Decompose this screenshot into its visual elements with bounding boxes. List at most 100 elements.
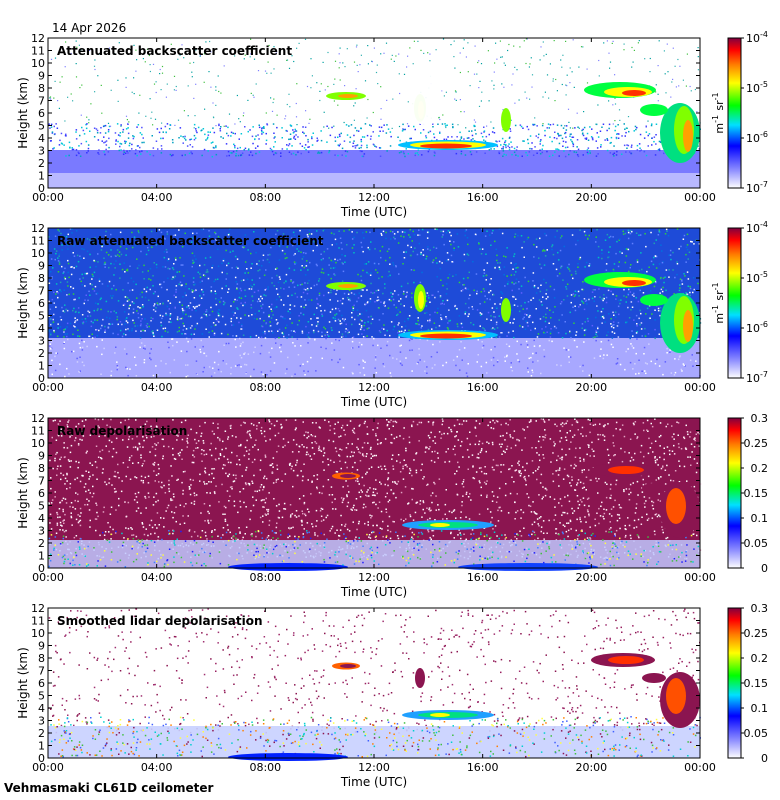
noise-pixel <box>296 124 298 126</box>
noise-pixel <box>486 298 488 300</box>
noise-pixel <box>311 75 313 77</box>
noise-pixel <box>659 141 662 144</box>
noise-pixel <box>331 329 333 331</box>
noise-pixel <box>258 260 260 262</box>
x-tick-label: 04:00 <box>141 191 173 204</box>
noise-pixel <box>503 322 505 324</box>
noise-pixel <box>265 294 267 297</box>
noise-pixel <box>365 494 367 496</box>
noise-pixel <box>192 259 194 262</box>
noise-pixel <box>108 439 111 442</box>
noise-pixel <box>328 257 330 259</box>
noise-pixel <box>215 297 217 300</box>
noise-pixel <box>323 326 325 329</box>
noise-pixel <box>64 66 66 68</box>
noise-pixel <box>161 122 163 124</box>
noise-pixel <box>689 285 691 288</box>
noise-pixel <box>628 488 631 490</box>
noise-pixel <box>256 318 258 320</box>
noise-pixel <box>214 278 217 281</box>
noise-pixel <box>643 346 646 349</box>
noise-pixel <box>149 70 151 73</box>
noise-pixel <box>401 231 404 233</box>
noise-pixel <box>205 310 207 313</box>
noise-pixel <box>288 334 290 336</box>
noise-pixel <box>291 294 293 296</box>
noise-pixel <box>600 146 602 148</box>
noise-pixel <box>658 263 661 265</box>
noise-pixel <box>560 134 562 137</box>
noise-pixel <box>573 295 576 297</box>
noise-pixel <box>189 62 191 64</box>
noise-pixel <box>380 118 382 120</box>
noise-pixel <box>168 321 170 323</box>
noise-pixel <box>666 43 668 45</box>
noise-pixel <box>66 367 68 370</box>
noise-pixel <box>659 310 662 312</box>
noise-pixel <box>152 330 154 332</box>
noise-pixel <box>61 265 63 268</box>
noise-pixel <box>676 421 678 423</box>
noise-pixel <box>621 153 623 155</box>
noise-pixel <box>91 278 93 280</box>
noise-pixel <box>666 352 668 354</box>
noise-pixel <box>133 135 135 138</box>
noise-pixel <box>69 466 72 468</box>
noise-pixel <box>361 150 363 153</box>
noise-pixel <box>127 374 129 377</box>
noise-pixel <box>495 336 497 339</box>
noise-pixel <box>604 321 606 323</box>
noise-pixel <box>482 344 485 347</box>
noise-pixel <box>182 329 184 331</box>
noise-pixel <box>586 303 588 305</box>
noise-pixel <box>668 276 670 278</box>
noise-pixel <box>86 238 89 240</box>
noise-pixel <box>488 291 490 294</box>
noise-pixel <box>527 371 529 373</box>
noise-pixel <box>291 55 293 57</box>
noise-pixel <box>522 511 525 514</box>
noise-pixel <box>360 241 362 244</box>
noise-pixel <box>70 243 72 245</box>
noise-pixel <box>361 246 363 248</box>
noise-pixel <box>499 40 501 42</box>
noise-pixel <box>309 337 311 340</box>
noise-pixel <box>144 61 146 63</box>
noise-pixel <box>244 301 246 304</box>
noise-pixel <box>242 304 244 307</box>
noise-pixel <box>339 143 341 146</box>
noise-pixel <box>212 116 215 118</box>
noise-pixel <box>392 357 394 359</box>
noise-pixel <box>137 230 140 232</box>
noise-pixel <box>581 469 583 472</box>
noise-pixel <box>307 146 309 148</box>
noise-pixel <box>627 517 629 519</box>
noise-pixel <box>140 475 143 478</box>
noise-pixel <box>108 323 110 325</box>
noise-pixel <box>375 269 377 271</box>
noise-pixel <box>607 331 609 333</box>
noise-pixel <box>380 86 382 88</box>
noise-pixel <box>414 247 416 249</box>
noise-pixel <box>554 151 556 153</box>
noise-pixel <box>64 120 66 122</box>
noise-pixel <box>452 261 454 263</box>
noise-pixel <box>125 248 128 250</box>
noise-pixel <box>125 254 127 256</box>
noise-pixel <box>301 510 303 512</box>
noise-pixel <box>296 296 299 298</box>
noise-pixel <box>139 132 142 134</box>
noise-pixel <box>77 335 79 337</box>
noise-pixel <box>629 266 631 269</box>
noise-pixel <box>371 531 373 534</box>
noise-pixel <box>684 365 686 367</box>
unit-exponent: -1 <box>711 92 720 100</box>
colorbar-tick-label: 10-7 <box>746 180 768 195</box>
noise-pixel <box>301 265 303 267</box>
noise-pixel <box>438 325 441 327</box>
noise-pixel <box>201 228 203 231</box>
noise-pixel <box>290 280 292 282</box>
noise-pixel <box>516 69 518 71</box>
noise-pixel <box>161 148 163 150</box>
noise-pixel <box>391 127 393 129</box>
